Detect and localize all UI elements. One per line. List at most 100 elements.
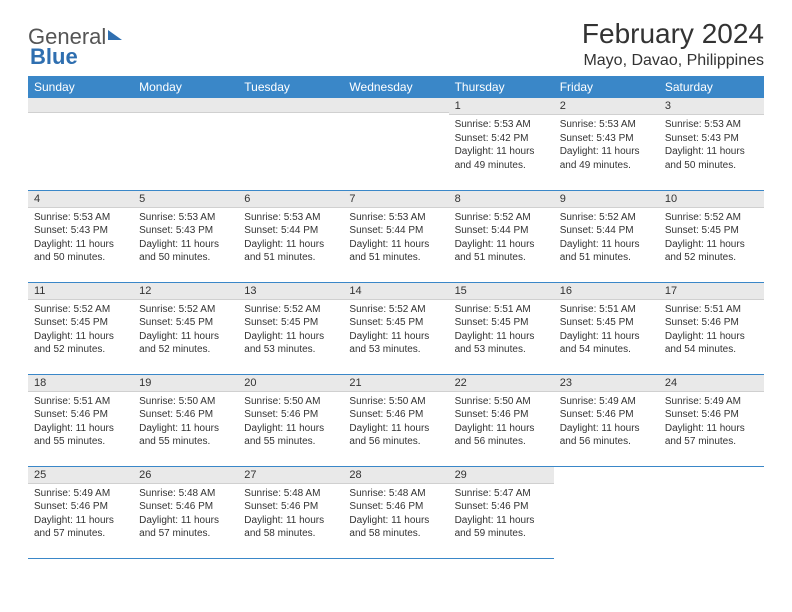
day-body: Sunrise: 5:49 AMSunset: 5:46 PMDaylight:… (554, 392, 659, 453)
day-body: Sunrise: 5:52 AMSunset: 5:45 PMDaylight:… (28, 300, 133, 361)
day-line: Daylight: 11 hours (560, 238, 653, 252)
day-line: and 57 minutes. (34, 527, 127, 541)
day-number: 29 (449, 467, 554, 484)
day-line: and 52 minutes. (139, 343, 232, 357)
day-number: 11 (28, 283, 133, 300)
day-line: Daylight: 11 hours (349, 514, 442, 528)
day-cell: 19Sunrise: 5:50 AMSunset: 5:46 PMDayligh… (133, 374, 238, 466)
day-number: 1 (449, 98, 554, 115)
day-line: Sunset: 5:44 PM (244, 224, 337, 238)
calendar-head: Sunday Monday Tuesday Wednesday Thursday… (28, 76, 764, 98)
day-line: Sunrise: 5:50 AM (139, 395, 232, 409)
day-line: Sunset: 5:42 PM (455, 132, 548, 146)
day-line: and 51 minutes. (455, 251, 548, 265)
day-number: 27 (238, 467, 343, 484)
day-body: Sunrise: 5:49 AMSunset: 5:46 PMDaylight:… (28, 484, 133, 545)
day-line: Sunrise: 5:53 AM (349, 211, 442, 225)
day-line: Sunrise: 5:47 AM (455, 487, 548, 501)
day-line: Sunrise: 5:52 AM (665, 211, 758, 225)
day-line: Daylight: 11 hours (455, 330, 548, 344)
day-number (28, 98, 133, 113)
day-body: Sunrise: 5:53 AMSunset: 5:42 PMDaylight:… (449, 115, 554, 176)
day-body: Sunrise: 5:52 AMSunset: 5:45 PMDaylight:… (343, 300, 448, 361)
day-line: Sunset: 5:46 PM (349, 408, 442, 422)
day-body: Sunrise: 5:50 AMSunset: 5:46 PMDaylight:… (449, 392, 554, 453)
day-line: and 57 minutes. (139, 527, 232, 541)
day-line: and 49 minutes. (560, 159, 653, 173)
day-line: Daylight: 11 hours (455, 238, 548, 252)
day-cell: 22Sunrise: 5:50 AMSunset: 5:46 PMDayligh… (449, 374, 554, 466)
day-line: Daylight: 11 hours (349, 422, 442, 436)
brand-triangle-icon (108, 30, 122, 40)
day-line: Daylight: 11 hours (665, 422, 758, 436)
day-number: 9 (554, 191, 659, 208)
day-line: Sunset: 5:46 PM (139, 500, 232, 514)
week-row: 4Sunrise: 5:53 AMSunset: 5:43 PMDaylight… (28, 190, 764, 282)
day-body: Sunrise: 5:52 AMSunset: 5:45 PMDaylight:… (133, 300, 238, 361)
calendar-table: Sunday Monday Tuesday Wednesday Thursday… (28, 76, 764, 559)
day-cell: 6Sunrise: 5:53 AMSunset: 5:44 PMDaylight… (238, 190, 343, 282)
day-line: and 56 minutes. (560, 435, 653, 449)
col-tuesday: Tuesday (238, 76, 343, 98)
day-line: and 57 minutes. (665, 435, 758, 449)
day-number: 14 (343, 283, 448, 300)
day-line: Daylight: 11 hours (455, 422, 548, 436)
day-number: 2 (554, 98, 659, 115)
day-line: Daylight: 11 hours (665, 145, 758, 159)
day-line: and 52 minutes. (34, 343, 127, 357)
day-number: 17 (659, 283, 764, 300)
day-line: and 55 minutes. (139, 435, 232, 449)
day-cell: 17Sunrise: 5:51 AMSunset: 5:46 PMDayligh… (659, 282, 764, 374)
day-line: and 54 minutes. (560, 343, 653, 357)
day-cell: 7Sunrise: 5:53 AMSunset: 5:44 PMDaylight… (343, 190, 448, 282)
day-number: 18 (28, 375, 133, 392)
day-cell (554, 466, 659, 558)
day-body: Sunrise: 5:53 AMSunset: 5:44 PMDaylight:… (238, 208, 343, 269)
day-body: Sunrise: 5:52 AMSunset: 5:44 PMDaylight:… (554, 208, 659, 269)
day-number (238, 98, 343, 113)
day-number: 15 (449, 283, 554, 300)
day-line: Sunrise: 5:53 AM (244, 211, 337, 225)
day-body (133, 113, 238, 173)
day-number: 21 (343, 375, 448, 392)
page-subtitle: Mayo, Davao, Philippines (582, 52, 764, 70)
day-number: 20 (238, 375, 343, 392)
day-line: and 51 minutes. (349, 251, 442, 265)
col-monday: Monday (133, 76, 238, 98)
day-cell: 8Sunrise: 5:52 AMSunset: 5:44 PMDaylight… (449, 190, 554, 282)
day-line: Sunrise: 5:49 AM (665, 395, 758, 409)
day-body: Sunrise: 5:48 AMSunset: 5:46 PMDaylight:… (343, 484, 448, 545)
day-line: Sunset: 5:45 PM (349, 316, 442, 330)
day-line: Sunrise: 5:53 AM (455, 118, 548, 132)
day-line: and 52 minutes. (665, 251, 758, 265)
day-body: Sunrise: 5:47 AMSunset: 5:46 PMDaylight:… (449, 484, 554, 545)
col-friday: Friday (554, 76, 659, 98)
day-line: Sunrise: 5:52 AM (139, 303, 232, 317)
day-line: Sunset: 5:45 PM (560, 316, 653, 330)
day-line: Daylight: 11 hours (455, 514, 548, 528)
day-body: Sunrise: 5:50 AMSunset: 5:46 PMDaylight:… (133, 392, 238, 453)
day-line: and 50 minutes. (139, 251, 232, 265)
day-cell: 1Sunrise: 5:53 AMSunset: 5:42 PMDaylight… (449, 98, 554, 190)
day-cell: 12Sunrise: 5:52 AMSunset: 5:45 PMDayligh… (133, 282, 238, 374)
day-line: Daylight: 11 hours (34, 330, 127, 344)
day-cell: 10Sunrise: 5:52 AMSunset: 5:45 PMDayligh… (659, 190, 764, 282)
day-line: and 55 minutes. (34, 435, 127, 449)
day-cell (343, 98, 448, 190)
day-cell: 27Sunrise: 5:48 AMSunset: 5:46 PMDayligh… (238, 466, 343, 558)
day-number: 7 (343, 191, 448, 208)
week-row: 1Sunrise: 5:53 AMSunset: 5:42 PMDaylight… (28, 98, 764, 190)
day-cell: 5Sunrise: 5:53 AMSunset: 5:43 PMDaylight… (133, 190, 238, 282)
day-line: Daylight: 11 hours (560, 330, 653, 344)
day-line: and 50 minutes. (665, 159, 758, 173)
day-line: Sunrise: 5:53 AM (34, 211, 127, 225)
col-wednesday: Wednesday (343, 76, 448, 98)
day-line: Daylight: 11 hours (139, 330, 232, 344)
calendar-body: 1Sunrise: 5:53 AMSunset: 5:42 PMDaylight… (28, 98, 764, 558)
day-cell (238, 98, 343, 190)
day-line: Daylight: 11 hours (139, 422, 232, 436)
day-line: Sunset: 5:44 PM (560, 224, 653, 238)
day-line: and 49 minutes. (455, 159, 548, 173)
day-line: and 58 minutes. (349, 527, 442, 541)
day-line: Sunset: 5:46 PM (34, 500, 127, 514)
